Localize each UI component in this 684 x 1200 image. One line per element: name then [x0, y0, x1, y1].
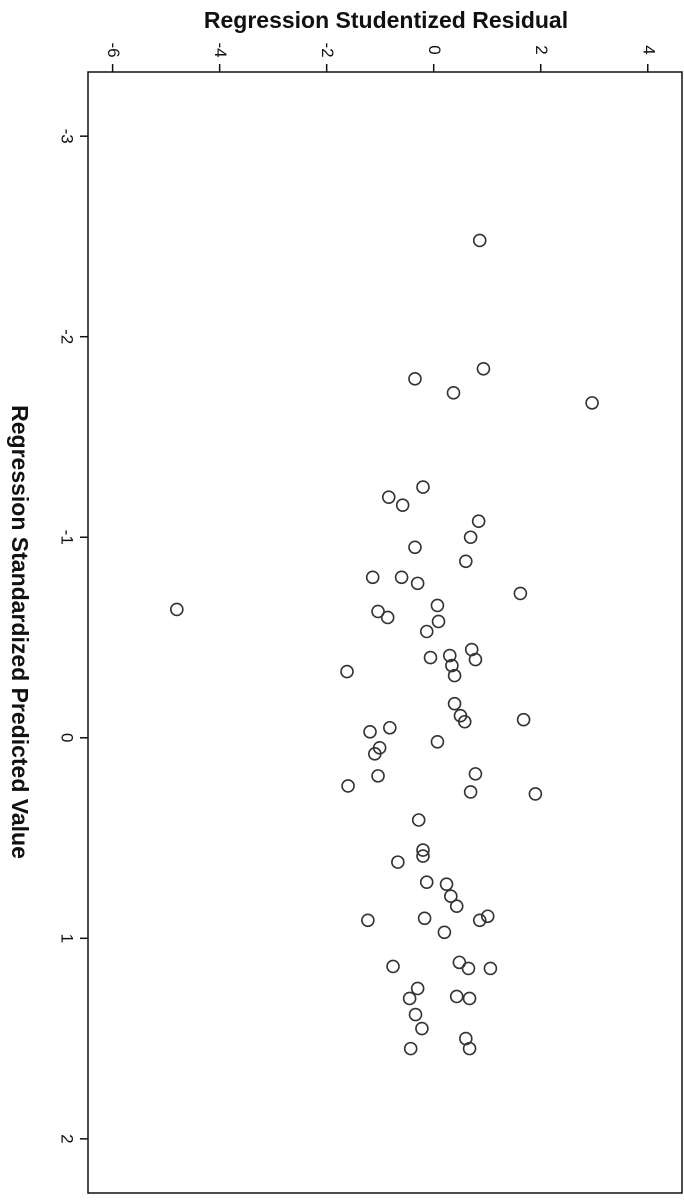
- point: [412, 577, 424, 589]
- point: [171, 603, 183, 615]
- point: [410, 1009, 422, 1021]
- point: [469, 768, 481, 780]
- point: [397, 499, 409, 511]
- chart-title: Regression Studentized Residual: [204, 7, 568, 33]
- point: [412, 982, 424, 994]
- point: [424, 652, 436, 664]
- point: [421, 876, 433, 888]
- point: [433, 615, 445, 627]
- y-tick-label: -2: [318, 42, 337, 57]
- point: [449, 698, 461, 710]
- point: [438, 926, 450, 938]
- point: [372, 770, 384, 782]
- point: [409, 373, 421, 385]
- point: [384, 722, 396, 734]
- x-tick-label: 0: [58, 733, 77, 742]
- point: [518, 714, 530, 726]
- point: [465, 786, 477, 798]
- point: [341, 666, 353, 678]
- point: [473, 515, 485, 527]
- x-tick-label: 2: [58, 1134, 77, 1143]
- point: [431, 736, 443, 748]
- point: [396, 571, 408, 583]
- y-tick-label: -6: [104, 42, 123, 57]
- x-tick-label: -3: [58, 129, 77, 144]
- plot-frame: [88, 72, 682, 1193]
- x-axis-title: Regression Standardized Predicted Value: [7, 405, 33, 859]
- point: [417, 481, 429, 493]
- point: [431, 599, 443, 611]
- point: [362, 914, 374, 926]
- point: [441, 878, 453, 890]
- point: [387, 960, 399, 972]
- point: [514, 587, 526, 599]
- x-tick-label: -2: [58, 329, 77, 344]
- point: [382, 611, 394, 623]
- x-tick-label: -1: [58, 530, 77, 545]
- point: [447, 387, 459, 399]
- chart: Regression Studentized Residual Regressi…: [0, 0, 684, 1195]
- point: [462, 962, 474, 974]
- point: [421, 625, 433, 637]
- point: [464, 992, 476, 1004]
- point: [469, 654, 481, 666]
- point: [464, 1043, 476, 1055]
- point: [405, 1043, 417, 1055]
- point: [465, 531, 477, 543]
- point: [484, 962, 496, 974]
- point: [383, 491, 395, 503]
- y-tick-label: 0: [425, 45, 444, 54]
- y-tick-label: 4: [639, 45, 658, 54]
- x-tick-label: 1: [58, 934, 77, 943]
- point: [342, 780, 354, 792]
- point: [586, 397, 598, 409]
- point: [460, 555, 472, 567]
- point: [529, 788, 541, 800]
- point: [451, 900, 463, 912]
- point: [477, 363, 489, 375]
- point: [367, 571, 379, 583]
- point: [392, 856, 404, 868]
- y-tick-label: -4: [211, 42, 230, 57]
- y-tick-label: 2: [532, 45, 551, 54]
- point: [416, 1023, 428, 1035]
- point: [404, 992, 416, 1004]
- point: [364, 726, 376, 738]
- point: [451, 990, 463, 1002]
- point: [419, 912, 431, 924]
- point: [474, 234, 486, 246]
- point: [409, 541, 421, 553]
- point: [413, 814, 425, 826]
